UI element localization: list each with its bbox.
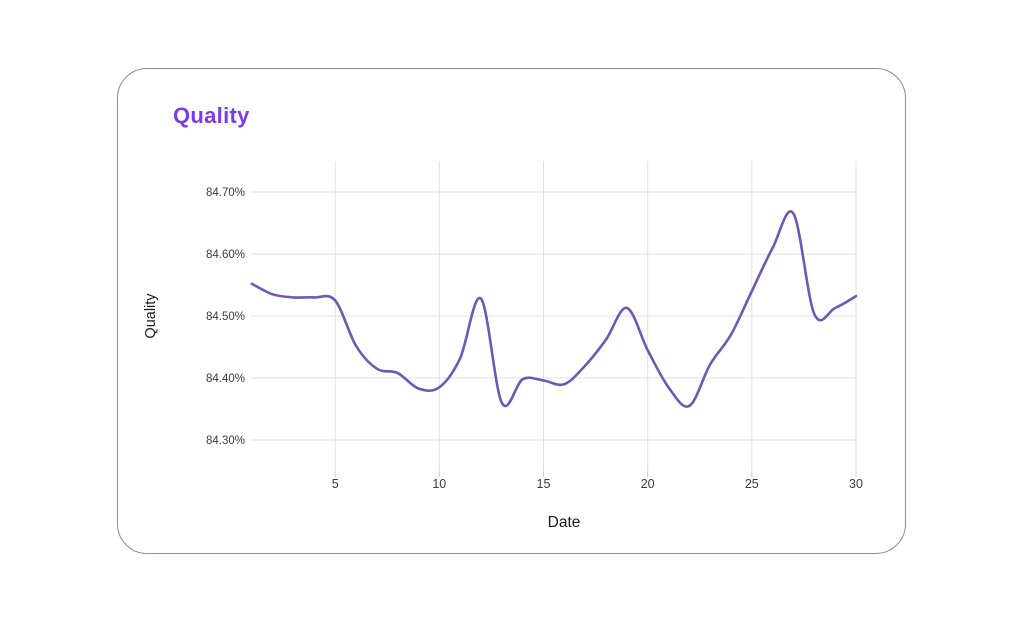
x-tick-label: 10 xyxy=(432,477,446,491)
y-tick-label: 84.30% xyxy=(206,435,245,447)
x-tick-label: 5 xyxy=(332,477,339,491)
x-axis-title: Date xyxy=(547,514,581,531)
quality-card: Quality 5 10 15 20 25 30 84.70% 84.60% 84.50% 84.… xyxy=(117,68,906,554)
y-tick-label: 84.60% xyxy=(206,249,245,261)
y-tick-label: 84.70% xyxy=(206,187,245,199)
x-tick-label: 20 xyxy=(641,477,655,491)
x-tick-label: 25 xyxy=(745,477,759,491)
quality-line-chart: 5 10 15 20 25 30 84.70% 84.60% 84.50% 84.40% 84.30… xyxy=(206,161,863,491)
y-tick-label: 84.50% xyxy=(206,311,245,323)
y-tick-label: 84.40% xyxy=(206,373,245,385)
quality-series-line xyxy=(250,210,858,408)
x-tick-label: 15 xyxy=(537,477,551,491)
y-axis-title: Quality xyxy=(143,293,159,339)
card-title: Quality xyxy=(173,103,250,128)
x-tick-label: 30 xyxy=(849,477,863,491)
